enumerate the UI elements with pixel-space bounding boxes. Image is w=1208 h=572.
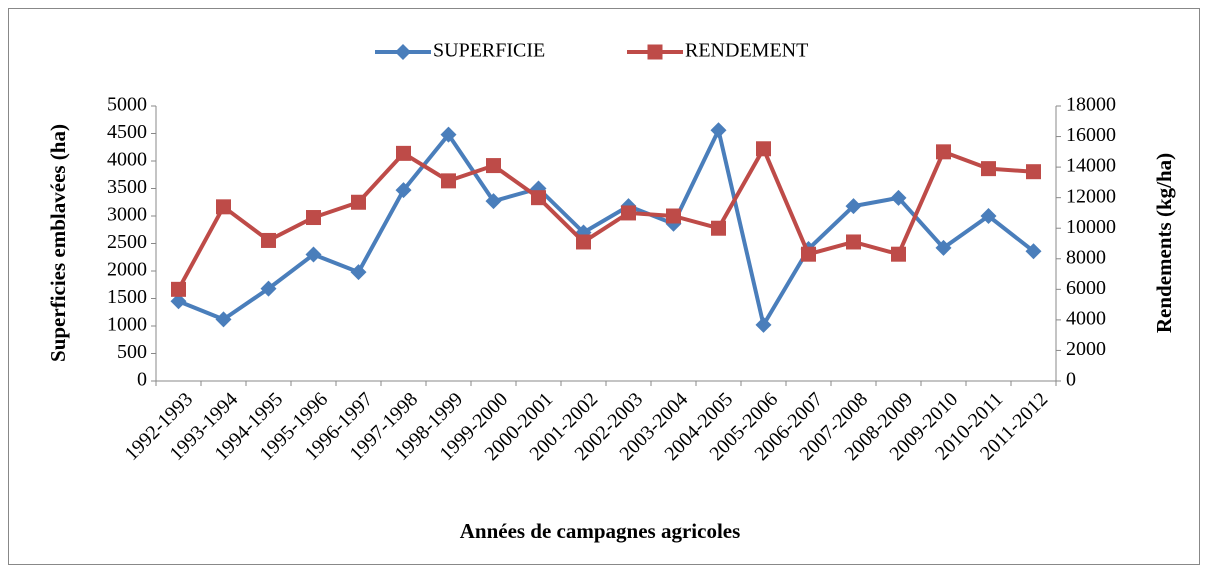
diamond-marker: [215, 311, 232, 328]
legend-marker: [647, 44, 663, 60]
y-axis-title: Superficies emblavées (ha): [46, 124, 70, 362]
y2-axis-title: Rendements (kg/ha): [1152, 153, 1176, 333]
diamond-marker: [980, 208, 997, 224]
diamond-marker: [305, 246, 322, 263]
y-tick-label: 3500: [107, 176, 147, 198]
legend-label: SUPERFICIE: [433, 40, 545, 62]
diamond-marker: [935, 239, 952, 256]
square-marker: [666, 208, 681, 224]
diamond-marker: [350, 264, 367, 281]
square-marker: [171, 281, 186, 297]
diamond-marker: [755, 316, 772, 333]
diamond-marker: [890, 189, 907, 206]
y2-tick-label: 6000: [1066, 277, 1106, 299]
square-marker: [891, 246, 906, 262]
y2-tick-label: 18000: [1066, 94, 1116, 116]
square-marker: [936, 144, 951, 160]
square-marker: [306, 210, 321, 226]
legend-label: RENDEMENT: [685, 40, 808, 62]
diamond-marker: [170, 293, 187, 310]
y2-tick-label: 2000: [1066, 338, 1106, 360]
y-tick-label: 1500: [107, 286, 147, 308]
square-marker: [621, 205, 636, 221]
square-marker: [981, 161, 996, 177]
square-marker: [711, 220, 726, 236]
legend-marker: [395, 44, 411, 60]
square-marker: [261, 232, 276, 248]
diamond-marker: [260, 280, 277, 297]
diamond-marker: [1025, 243, 1042, 260]
square-marker: [801, 246, 816, 262]
diamond-marker: [395, 182, 412, 199]
diamond-marker: [485, 193, 502, 210]
y-tick-label: 2000: [107, 259, 147, 281]
y2-tick-label: 16000: [1066, 124, 1116, 146]
square-marker: [486, 158, 501, 174]
y-tick-label: 4500: [107, 121, 147, 143]
y2-tick-label: 14000: [1066, 155, 1116, 177]
x-axis-title: Années de campagnes agricoles: [460, 519, 741, 543]
y2-tick-label: 8000: [1066, 246, 1106, 268]
y-tick-label: 5000: [107, 94, 147, 116]
y2-tick-label: 10000: [1066, 216, 1116, 238]
y-tick-label: 500: [117, 341, 147, 363]
y-tick-label: 3000: [107, 204, 147, 226]
y-tick-label: 2500: [107, 231, 147, 253]
series-line: [177, 128, 1035, 327]
y2-tick-label: 0: [1066, 369, 1076, 391]
square-marker: [531, 190, 546, 206]
square-marker: [756, 141, 771, 157]
diamond-marker: [845, 198, 862, 215]
square-marker: [396, 145, 411, 161]
y-tick-label: 4000: [107, 149, 147, 171]
square-marker: [216, 199, 231, 215]
chart-frame: [8, 8, 1200, 565]
y2-tick-label: 4000: [1066, 307, 1106, 329]
y2-tick-label: 12000: [1066, 185, 1116, 207]
y-tick-label: 1000: [107, 314, 147, 336]
square-marker: [1026, 164, 1041, 180]
square-marker: [846, 234, 861, 250]
y-tick-label: 0: [137, 369, 147, 391]
square-marker: [351, 194, 366, 210]
diamond-marker: [710, 122, 727, 139]
diamond-marker: [440, 126, 457, 143]
square-marker: [441, 173, 456, 189]
square-marker: [576, 234, 591, 250]
